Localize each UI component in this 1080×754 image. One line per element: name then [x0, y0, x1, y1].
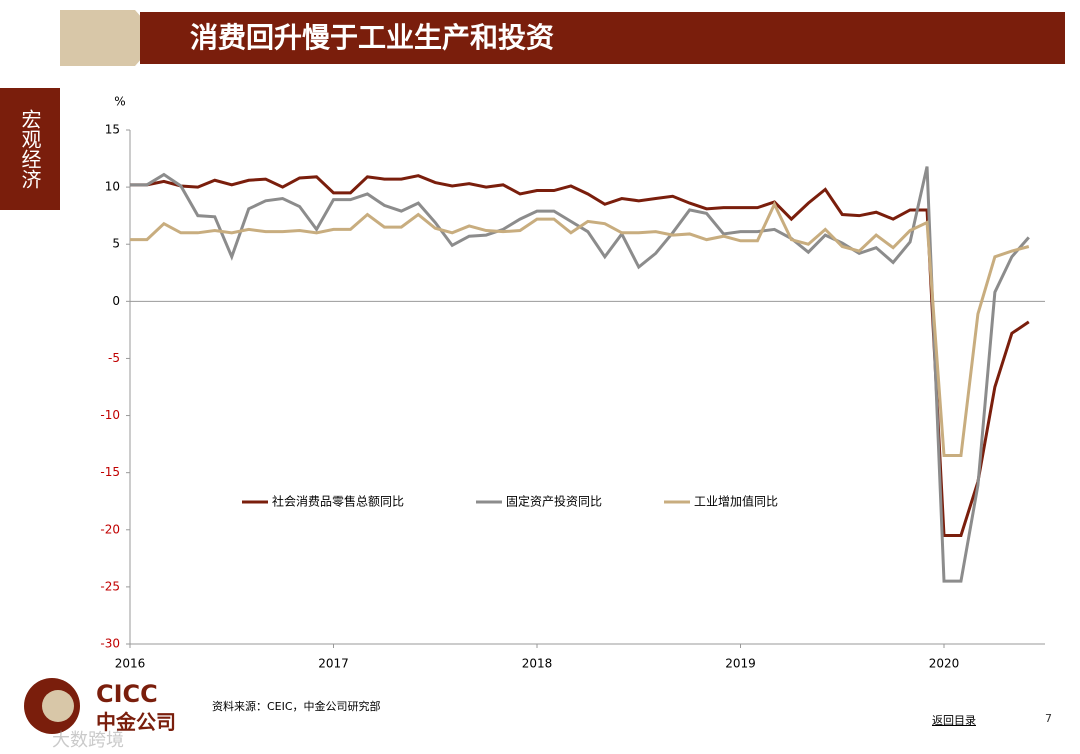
x-tick-label: 2018: [522, 657, 553, 671]
logo-mark-inner: [42, 690, 74, 722]
x-tick-label: 2020: [929, 657, 960, 671]
y-tick-label: 5: [112, 237, 120, 251]
series-line: [130, 200, 1030, 458]
y-tick-label: -20: [100, 522, 120, 536]
y-tick-label: -15: [100, 465, 120, 479]
y-tick-label: -10: [100, 408, 120, 422]
y-tick-label: 0: [112, 294, 120, 308]
back-link[interactable]: 返回目录: [932, 714, 976, 727]
x-tick-label: 2019: [725, 657, 756, 671]
logo-en: CICC: [96, 680, 158, 708]
y-axis-label: %: [114, 95, 125, 109]
series-line: [130, 174, 1030, 537]
y-tick-label: -30: [100, 637, 120, 651]
y-tick-label: 10: [105, 180, 120, 194]
x-tick-label: 2017: [318, 657, 349, 671]
y-tick-label: -25: [100, 579, 120, 593]
header-arrow: [60, 10, 160, 66]
y-tick-label: -5: [108, 351, 120, 365]
y-tick-label: 15: [105, 123, 120, 137]
logo-cn: 中金公司: [96, 710, 176, 734]
legend-label: 固定资产投资同比: [506, 494, 602, 509]
x-tick-label: 2016: [115, 657, 146, 671]
legend-label: 工业增加值同比: [694, 494, 778, 509]
source: 资料来源：CEIC，中金公司研究部: [212, 700, 381, 713]
watermark: 大数跨境: [52, 730, 124, 751]
legend-label: 社会消费品零售总额同比: [272, 494, 404, 509]
page-number: 7: [1045, 712, 1052, 725]
header-title: 消费回升慢于工业生产和投资: [140, 12, 1065, 64]
side-label: 宏观经济: [0, 88, 60, 210]
